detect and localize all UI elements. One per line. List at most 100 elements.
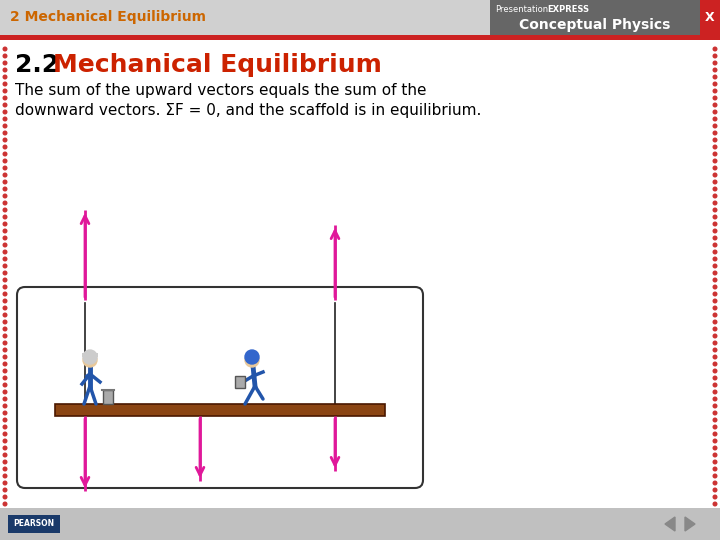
Bar (700, 0, 720, 35)
Circle shape (3, 75, 6, 79)
Text: PEARSON: PEARSON (14, 519, 55, 529)
Circle shape (714, 425, 717, 429)
Circle shape (3, 187, 6, 191)
Circle shape (245, 350, 259, 364)
Circle shape (714, 222, 717, 226)
Circle shape (714, 313, 717, 317)
Circle shape (714, 208, 717, 212)
Circle shape (714, 481, 717, 485)
Bar (490, 0, 700, 35)
Circle shape (714, 166, 717, 170)
Circle shape (3, 383, 6, 387)
Bar (103, 390, 113, 404)
Text: X: X (705, 11, 715, 24)
Bar (235, 376, 245, 388)
Circle shape (3, 208, 6, 212)
Circle shape (3, 453, 6, 457)
Circle shape (3, 362, 6, 366)
Circle shape (714, 390, 717, 394)
Text: Presentation: Presentation (495, 5, 548, 14)
Circle shape (3, 222, 6, 226)
Circle shape (245, 353, 259, 367)
Polygon shape (665, 517, 675, 531)
Circle shape (3, 432, 6, 436)
Circle shape (3, 152, 6, 156)
Circle shape (714, 229, 717, 233)
Circle shape (714, 89, 717, 93)
Circle shape (714, 502, 717, 506)
Circle shape (714, 54, 717, 58)
Circle shape (714, 138, 717, 142)
Circle shape (714, 299, 717, 303)
Circle shape (3, 236, 6, 240)
Circle shape (3, 194, 6, 198)
Circle shape (714, 474, 717, 478)
Bar (0, 508, 720, 540)
Circle shape (3, 229, 6, 233)
Circle shape (3, 481, 6, 485)
Circle shape (3, 138, 6, 142)
Circle shape (3, 89, 6, 93)
Circle shape (714, 467, 717, 471)
Bar (0, 0, 720, 35)
Circle shape (714, 453, 717, 457)
Circle shape (3, 446, 6, 450)
Circle shape (3, 404, 6, 408)
Circle shape (3, 397, 6, 401)
Circle shape (83, 353, 97, 367)
Circle shape (714, 159, 717, 163)
Circle shape (714, 285, 717, 289)
Circle shape (3, 257, 6, 261)
Circle shape (3, 334, 6, 338)
Circle shape (3, 131, 6, 135)
Circle shape (714, 152, 717, 156)
Circle shape (3, 47, 6, 51)
Circle shape (3, 264, 6, 268)
Circle shape (714, 131, 717, 135)
Text: The sum of the upward vectors equals the sum of the: The sum of the upward vectors equals the… (15, 83, 426, 98)
Circle shape (714, 334, 717, 338)
Circle shape (714, 348, 717, 352)
Circle shape (714, 145, 717, 149)
Circle shape (3, 54, 6, 58)
Circle shape (3, 495, 6, 499)
Circle shape (3, 460, 6, 464)
Circle shape (714, 439, 717, 443)
Circle shape (714, 411, 717, 415)
Circle shape (714, 355, 717, 359)
Circle shape (714, 264, 717, 268)
Circle shape (3, 68, 6, 72)
Circle shape (714, 271, 717, 275)
Circle shape (714, 362, 717, 366)
Circle shape (714, 110, 717, 114)
Circle shape (3, 425, 6, 429)
Circle shape (714, 432, 717, 436)
Circle shape (714, 96, 717, 100)
Circle shape (714, 369, 717, 373)
Circle shape (714, 215, 717, 219)
Circle shape (3, 243, 6, 247)
Circle shape (3, 110, 6, 114)
Circle shape (3, 61, 6, 65)
Circle shape (714, 460, 717, 464)
Polygon shape (685, 517, 695, 531)
Circle shape (3, 145, 6, 149)
Circle shape (714, 75, 717, 79)
Circle shape (3, 96, 6, 100)
Text: downward vectors. ΣF = 0, and the scaffold is in equilibrium.: downward vectors. ΣF = 0, and the scaffo… (15, 103, 482, 118)
Circle shape (714, 47, 717, 51)
Circle shape (714, 278, 717, 282)
Circle shape (714, 341, 717, 345)
Circle shape (714, 194, 717, 198)
Circle shape (3, 355, 6, 359)
Circle shape (714, 117, 717, 121)
Circle shape (3, 103, 6, 107)
Circle shape (3, 313, 6, 317)
Circle shape (714, 201, 717, 205)
Circle shape (3, 418, 6, 422)
Circle shape (3, 306, 6, 310)
Circle shape (3, 271, 6, 275)
Circle shape (3, 278, 6, 282)
Circle shape (714, 103, 717, 107)
Circle shape (3, 411, 6, 415)
